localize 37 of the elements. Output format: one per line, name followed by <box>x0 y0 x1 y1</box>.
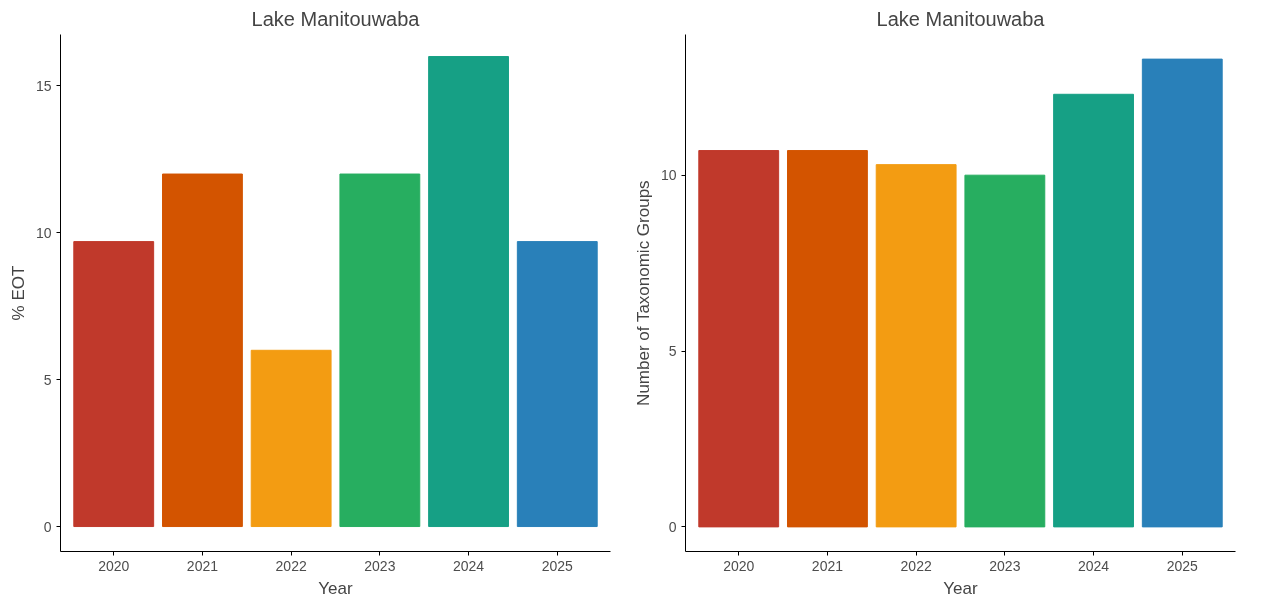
y-axis-title: % EOT <box>8 265 28 321</box>
x-tick-label: 2025 <box>1166 557 1199 574</box>
chart-title: Lake Manitouwaba <box>876 7 1046 30</box>
bar <box>1141 58 1223 528</box>
y-tick-label: 0 <box>43 518 52 535</box>
y-axis-title: Number of Taxonomic Groups <box>633 180 653 406</box>
x-tick-label: 2022 <box>900 557 932 574</box>
x-tick-label: 2024 <box>1077 557 1110 574</box>
y-tick-label: 5 <box>668 343 677 360</box>
bar <box>250 349 332 528</box>
x-tick-label: 2020 <box>98 557 130 574</box>
bar <box>73 241 155 528</box>
bar <box>162 173 243 528</box>
x-tick-label: 2020 <box>723 557 755 574</box>
bar <box>875 164 957 528</box>
bar <box>516 241 598 528</box>
bar <box>964 174 1046 528</box>
bar <box>339 173 421 528</box>
bar <box>787 150 868 528</box>
y-tick-label: 10 <box>660 167 677 184</box>
x-axis-title: Year <box>943 578 979 598</box>
x-tick-label: 2023 <box>364 557 396 574</box>
y-tick-label: 10 <box>35 224 52 241</box>
chart-title: Lake Manitouwaba <box>251 7 421 30</box>
y-tick-label: 15 <box>35 77 52 94</box>
x-tick-label: 2025 <box>541 557 574 574</box>
y-tick-label: 5 <box>43 371 52 388</box>
x-tick-label: 2022 <box>275 557 307 574</box>
bar <box>428 56 509 528</box>
x-tick-label: 2021 <box>811 557 844 574</box>
x-tick-label: 2023 <box>989 557 1021 574</box>
bar <box>698 150 780 528</box>
x-tick-label: 2021 <box>186 557 219 574</box>
bar <box>1053 93 1134 528</box>
y-tick-label: 0 <box>668 518 677 535</box>
x-tick-label: 2024 <box>452 557 485 574</box>
x-axis-title: Year <box>318 578 354 598</box>
